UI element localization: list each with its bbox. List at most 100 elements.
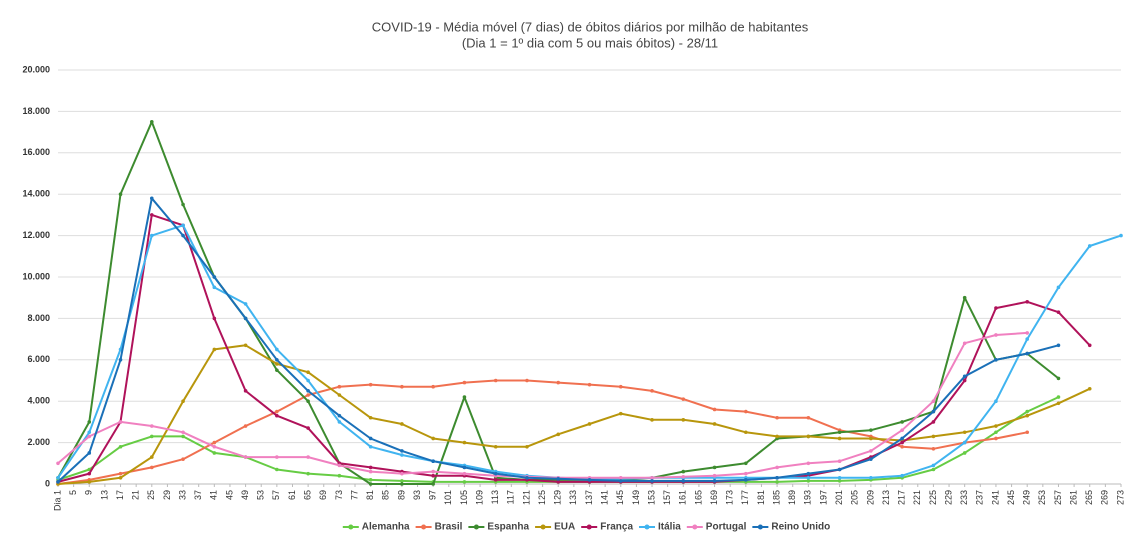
point: [931, 399, 936, 404]
point: [837, 430, 842, 435]
point: [1056, 395, 1061, 399]
point: [869, 475, 873, 480]
x-tick-label: 233: [959, 490, 969, 505]
point: [56, 475, 60, 480]
point: [181, 399, 185, 404]
x-tick-label: 37: [193, 490, 203, 500]
y-tick-label: 2.000: [27, 437, 50, 447]
point: [462, 471, 467, 476]
point: [149, 465, 154, 470]
x-tick-label: Dia 1: [52, 490, 62, 511]
point: [525, 444, 529, 449]
point: [618, 475, 623, 480]
point: [837, 467, 842, 472]
x-tick-label: 137: [584, 490, 594, 505]
point: [962, 374, 967, 379]
point: [368, 444, 373, 449]
point: [243, 316, 248, 321]
series-line: [57, 331, 1028, 479]
point: [306, 378, 310, 383]
x-tick-label: 57: [271, 490, 281, 500]
point: [118, 358, 123, 362]
point: [431, 473, 435, 478]
x-tick-label: 93: [412, 490, 422, 500]
point: [462, 465, 467, 470]
x-tick-label: 125: [537, 490, 547, 505]
y-tick-label: 12.000: [22, 230, 50, 240]
point: [149, 455, 154, 459]
x-tick-label: 245: [1006, 490, 1016, 505]
point: [587, 422, 592, 426]
point: [118, 192, 123, 196]
legend-label: Brasil: [435, 522, 463, 533]
series-line: [57, 213, 1091, 483]
point: [712, 465, 717, 470]
point: [994, 430, 998, 435]
point: [650, 389, 654, 393]
point: [431, 459, 435, 464]
point: [994, 436, 998, 441]
x-tick-label: 209: [865, 490, 875, 505]
point: [900, 473, 904, 478]
point: [869, 428, 873, 432]
y-tick-label: 16.000: [22, 147, 50, 157]
point: [149, 424, 154, 428]
point: [243, 343, 248, 348]
point: [1025, 331, 1030, 335]
x-tick-label: 169: [709, 490, 719, 505]
x-tick-label: 53: [256, 490, 266, 500]
point: [56, 461, 60, 466]
x-tick-label: 41: [209, 490, 219, 500]
x-tick-label: 173: [725, 490, 735, 505]
x-tick-label: 9: [84, 490, 94, 495]
point: [618, 411, 623, 416]
point: [1056, 376, 1061, 381]
legend-dot: [757, 524, 763, 530]
point: [962, 341, 967, 346]
point: [587, 382, 592, 387]
point: [462, 395, 467, 399]
x-tick-label: 225: [928, 490, 938, 505]
point: [493, 478, 498, 482]
x-tick-label: 189: [787, 490, 797, 505]
point: [243, 302, 248, 306]
point: [994, 333, 998, 337]
x-tick-label: 273: [1115, 490, 1125, 505]
legend: Alemanha Brasil Espanha EUA França Itália Port…: [342, 522, 830, 533]
x-tick-label: 257: [1053, 490, 1063, 505]
point: [87, 480, 92, 484]
point: [650, 475, 654, 480]
y-tick-label: 4.000: [27, 396, 50, 406]
point: [994, 358, 998, 362]
point: [306, 393, 310, 397]
point: [931, 463, 936, 468]
point: [118, 471, 123, 476]
point: [212, 285, 217, 290]
point: [337, 473, 342, 478]
point: [212, 440, 217, 445]
chart-subtitle: (Dia 1 = 1º dia com 5 ou mais óbitos) - …: [462, 35, 718, 50]
point: [306, 399, 310, 404]
point: [931, 447, 936, 451]
point: [1056, 285, 1061, 290]
point: [556, 480, 561, 484]
x-tick-label: 73: [334, 490, 344, 500]
legend-label: Espanha: [487, 522, 529, 533]
point: [587, 478, 592, 482]
x-tick-label: 213: [881, 490, 891, 505]
point: [400, 479, 404, 483]
legend-label: Reino Unido: [771, 522, 830, 533]
point: [618, 384, 623, 389]
point: [212, 275, 217, 279]
point: [525, 475, 529, 480]
point: [744, 430, 748, 435]
point: [400, 453, 404, 457]
point: [337, 420, 342, 424]
point: [1087, 386, 1092, 391]
point: [181, 223, 185, 228]
point: [1056, 310, 1061, 314]
point: [931, 467, 936, 472]
x-tick-label: 17: [115, 490, 125, 500]
point: [243, 389, 248, 393]
